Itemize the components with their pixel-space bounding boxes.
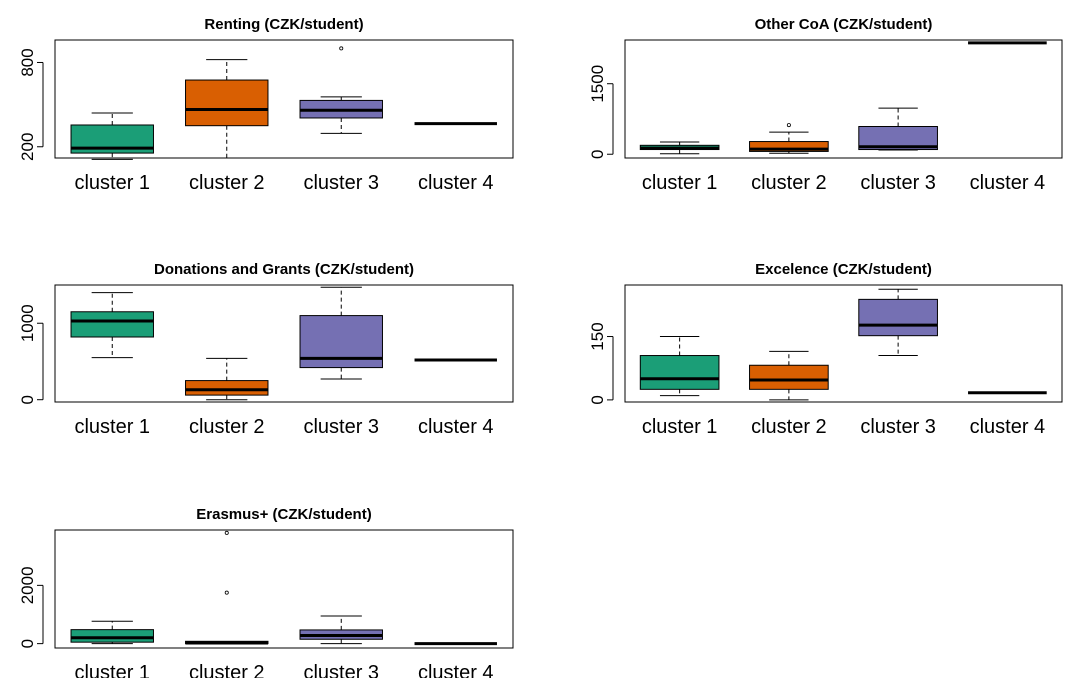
box-body: [749, 141, 829, 152]
box-body: [858, 126, 938, 151]
x-tick-label: cluster 2: [189, 416, 265, 438]
outlier-point: [786, 123, 791, 128]
x-tick-label: cluster 1: [74, 172, 150, 194]
box-1: [70, 620, 154, 645]
y-tick-label: 1000: [18, 304, 37, 342]
x-tick-label: cluster 2: [751, 172, 827, 194]
y-tick-label: 0: [588, 395, 607, 404]
box-body: [639, 355, 720, 390]
chart-panel: Erasmus+ (CZK/student) 0 2000 cluster 1 clus…: [18, 506, 514, 683]
chart-title: Excelence (CZK/student): [755, 261, 932, 278]
x-tick-label: cluster 4: [418, 172, 494, 194]
chart-panel: Excelence (CZK/student) 0 150 cluster 1 clus…: [588, 261, 1063, 438]
y-tick-label: 1500: [588, 65, 607, 103]
y-tick-label: 0: [588, 150, 607, 159]
x-tick-label: cluster 3: [303, 416, 379, 438]
chart-panel: Donations and Grants (CZK/student) 0 1000 c…: [18, 261, 514, 438]
y-tick-label: 150: [588, 322, 607, 350]
chart-panel: Other CoA (CZK/student) 0 1500 cluster 1 clu…: [588, 16, 1063, 194]
box-2: [749, 123, 829, 154]
x-tick-label: cluster 4: [970, 172, 1046, 194]
outlier-point: [339, 46, 344, 51]
box-1: [639, 141, 720, 155]
x-tick-label: cluster 4: [970, 416, 1046, 438]
x-tick-label: cluster 2: [189, 662, 265, 678]
box-3: [858, 288, 938, 357]
x-tick-label: cluster 3: [303, 172, 379, 194]
x-tick-label: cluster 1: [74, 416, 150, 438]
chart-title: Other CoA (CZK/student): [755, 16, 933, 33]
plot-frame: [624, 39, 1063, 159]
box-2: [185, 59, 269, 159]
box-2: [749, 350, 829, 401]
box-3: [299, 286, 383, 380]
box-body: [70, 629, 154, 643]
x-tick-label: cluster 1: [642, 416, 718, 438]
box-body: [749, 364, 829, 390]
x-tick-label: cluster 4: [418, 662, 494, 678]
box-2: [185, 530, 269, 645]
x-tick-label: cluster 2: [189, 172, 265, 194]
chart-panel: Renting (CZK/student) 200 800 cluster 1 clus…: [18, 16, 514, 194]
chart-title: Donations and Grants (CZK/student): [154, 261, 414, 278]
plot-frame: [624, 284, 1063, 403]
plot-frame: [54, 529, 514, 649]
y-tick-label: 2000: [18, 566, 37, 604]
box-body: [858, 298, 938, 337]
y-tick-label: 800: [18, 48, 37, 76]
box-body: [185, 79, 269, 127]
chart-title: Erasmus+ (CZK/student): [196, 506, 371, 523]
x-tick-label: cluster 1: [74, 662, 150, 678]
box-3: [299, 615, 383, 645]
box-3: [858, 107, 938, 151]
x-tick-label: cluster 3: [303, 662, 379, 678]
y-tick-label: 200: [18, 133, 37, 161]
plot-frame: [54, 39, 514, 159]
box-1: [639, 336, 720, 397]
outlier-point: [224, 590, 229, 595]
x-tick-label: cluster 4: [418, 416, 494, 438]
box-body: [185, 380, 269, 396]
plot-frame: [54, 284, 514, 403]
outlier-point: [224, 530, 229, 535]
box-1: [70, 292, 154, 359]
x-tick-label: cluster 3: [860, 416, 936, 438]
y-tick-label: 0: [18, 395, 37, 404]
box-3: [299, 46, 383, 134]
chart-title: Renting (CZK/student): [204, 16, 363, 33]
y-tick-label: 0: [18, 639, 37, 648]
box-1: [70, 112, 154, 160]
box-2: [185, 357, 269, 401]
x-tick-label: cluster 2: [751, 416, 827, 438]
x-tick-label: cluster 3: [860, 172, 936, 194]
x-tick-label: cluster 1: [642, 172, 718, 194]
box-body: [70, 311, 154, 338]
